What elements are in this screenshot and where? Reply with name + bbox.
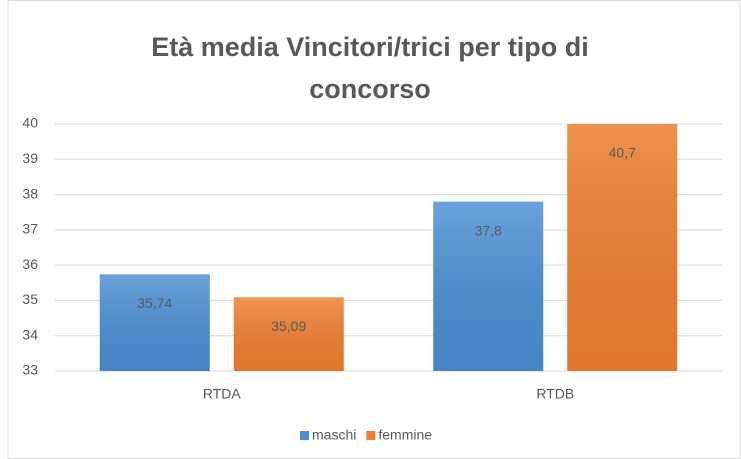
legend-swatch	[300, 431, 309, 440]
y-tick-label: 36	[22, 256, 38, 272]
y-tick-label: 37	[22, 221, 38, 237]
plot-area	[99, 124, 678, 371]
bar-shade	[99, 274, 210, 371]
data-label: 37,8	[475, 222, 502, 238]
data-label: 35,09	[271, 318, 306, 334]
labels: 33 34 35 36 37 38 39 40 RTDA 35,74 35,09 RTDB 37,8 40…	[22, 115, 636, 443]
y-tick-label: 39	[22, 150, 38, 166]
y-tick-label: 40	[22, 115, 38, 131]
y-tick-label: 38	[22, 185, 38, 201]
chart-title: Età media Vincitori/trici per tipo di co…	[151, 32, 589, 104]
x-tick-label: RTDB	[536, 386, 574, 402]
data-label: 35,74	[137, 295, 172, 311]
y-tick-label: 35	[22, 291, 38, 307]
x-tick-label: RTDA	[203, 386, 242, 402]
bar-shade	[567, 124, 678, 371]
legend-label: maschi	[312, 427, 356, 443]
bar-shade	[433, 201, 544, 371]
legend-label: femmine	[378, 427, 432, 443]
legend-swatch	[366, 431, 376, 440]
y-tick-label: 33	[22, 362, 38, 378]
bar-shade	[233, 297, 344, 371]
data-label: 40,7	[609, 145, 636, 161]
y-tick-label: 34	[22, 326, 38, 342]
